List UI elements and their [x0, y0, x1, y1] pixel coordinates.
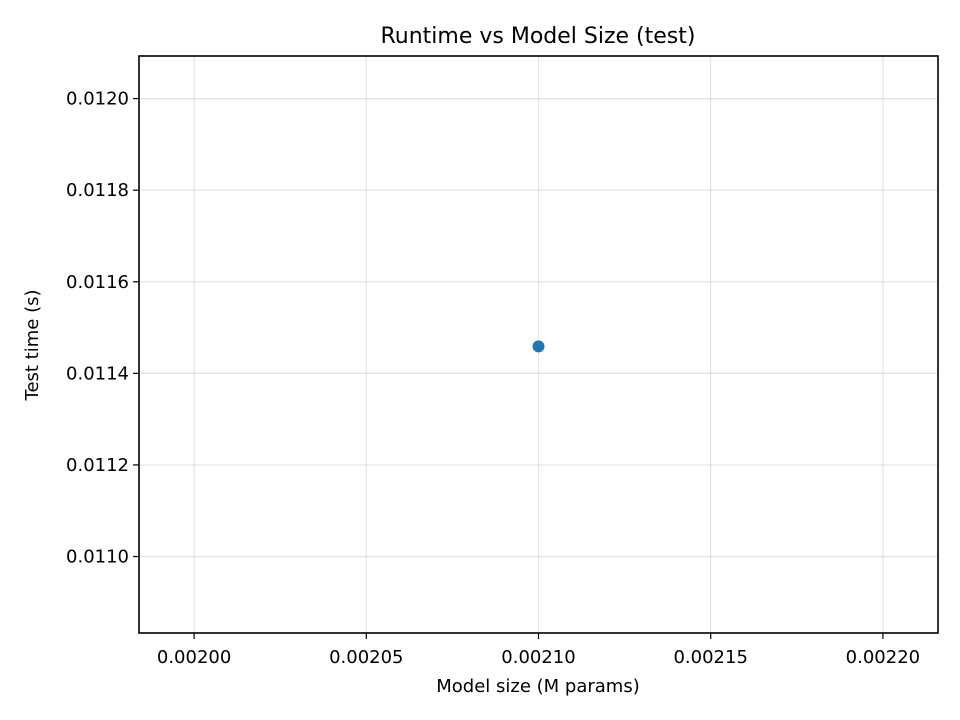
y-tick-label: 0.0110	[66, 547, 129, 568]
x-axis: 0.00200 0.00205 0.00210 0.00215 0.00220	[157, 633, 920, 668]
y-tick-label: 0.0112	[66, 455, 129, 476]
x-axis-label: Model size (M params)	[436, 676, 639, 697]
x-tick-label: 0.00205	[329, 647, 403, 668]
data-point	[532, 340, 545, 353]
y-axis-label: Test time (s)	[22, 290, 43, 402]
y-tick-label: 0.0118	[66, 180, 129, 201]
data-points	[532, 340, 545, 353]
x-tick-label: 0.00200	[157, 647, 231, 668]
y-tick-label: 0.0114	[66, 363, 129, 384]
x-tick-label: 0.00210	[501, 647, 575, 668]
chart-title: Runtime vs Model Size (test)	[381, 24, 696, 49]
y-tick-label: 0.0116	[66, 272, 129, 293]
grid	[139, 56, 938, 633]
y-tick-label: 0.0120	[66, 89, 129, 110]
x-tick-label: 0.00220	[846, 647, 920, 668]
x-tick-label: 0.00215	[673, 647, 747, 668]
y-axis: 0.0110 0.0112 0.0114 0.0116 0.0118 0.0120	[66, 89, 139, 568]
